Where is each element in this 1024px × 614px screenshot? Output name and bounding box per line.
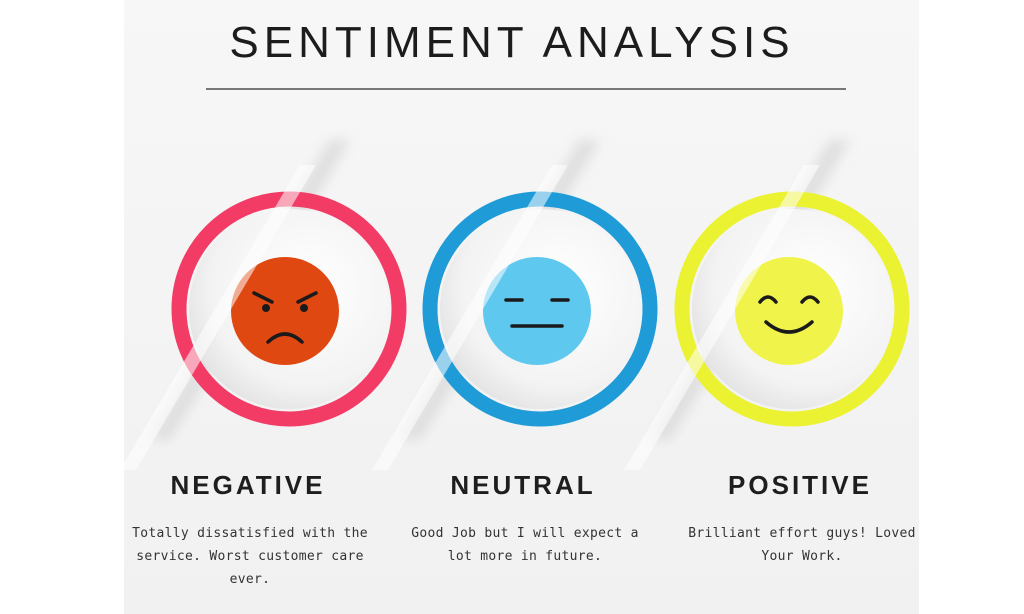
positive-description: Brilliant effort guys! Loved Your Work.: [688, 526, 916, 564]
sentiment-negative-graphic: [171, 191, 407, 427]
positive-label: POSITIVE: [728, 470, 872, 500]
smiling-face-features: [758, 295, 820, 334]
neutral-face-icon: [483, 257, 591, 365]
neutral-face-features: [504, 298, 570, 328]
negative-description: Totally dissatisfied with the service. W…: [132, 526, 368, 587]
diagonal-light-overlays: [120, 165, 820, 470]
angry-face-icon: [231, 257, 339, 365]
sentiment-positive-graphic: [674, 191, 910, 427]
neutral-label: NEUTRAL: [450, 470, 596, 500]
negative-label: NEGATIVE: [170, 470, 326, 500]
title-divider: [206, 88, 846, 90]
neutral-description: Good Job but I will expect a lot more in…: [411, 526, 639, 564]
angry-face-features: [252, 291, 318, 344]
page-title: SENTIMENT ANALYSIS: [229, 18, 795, 67]
sentiment-neutral-graphic: [422, 191, 658, 427]
smiling-face-icon: [735, 257, 843, 365]
